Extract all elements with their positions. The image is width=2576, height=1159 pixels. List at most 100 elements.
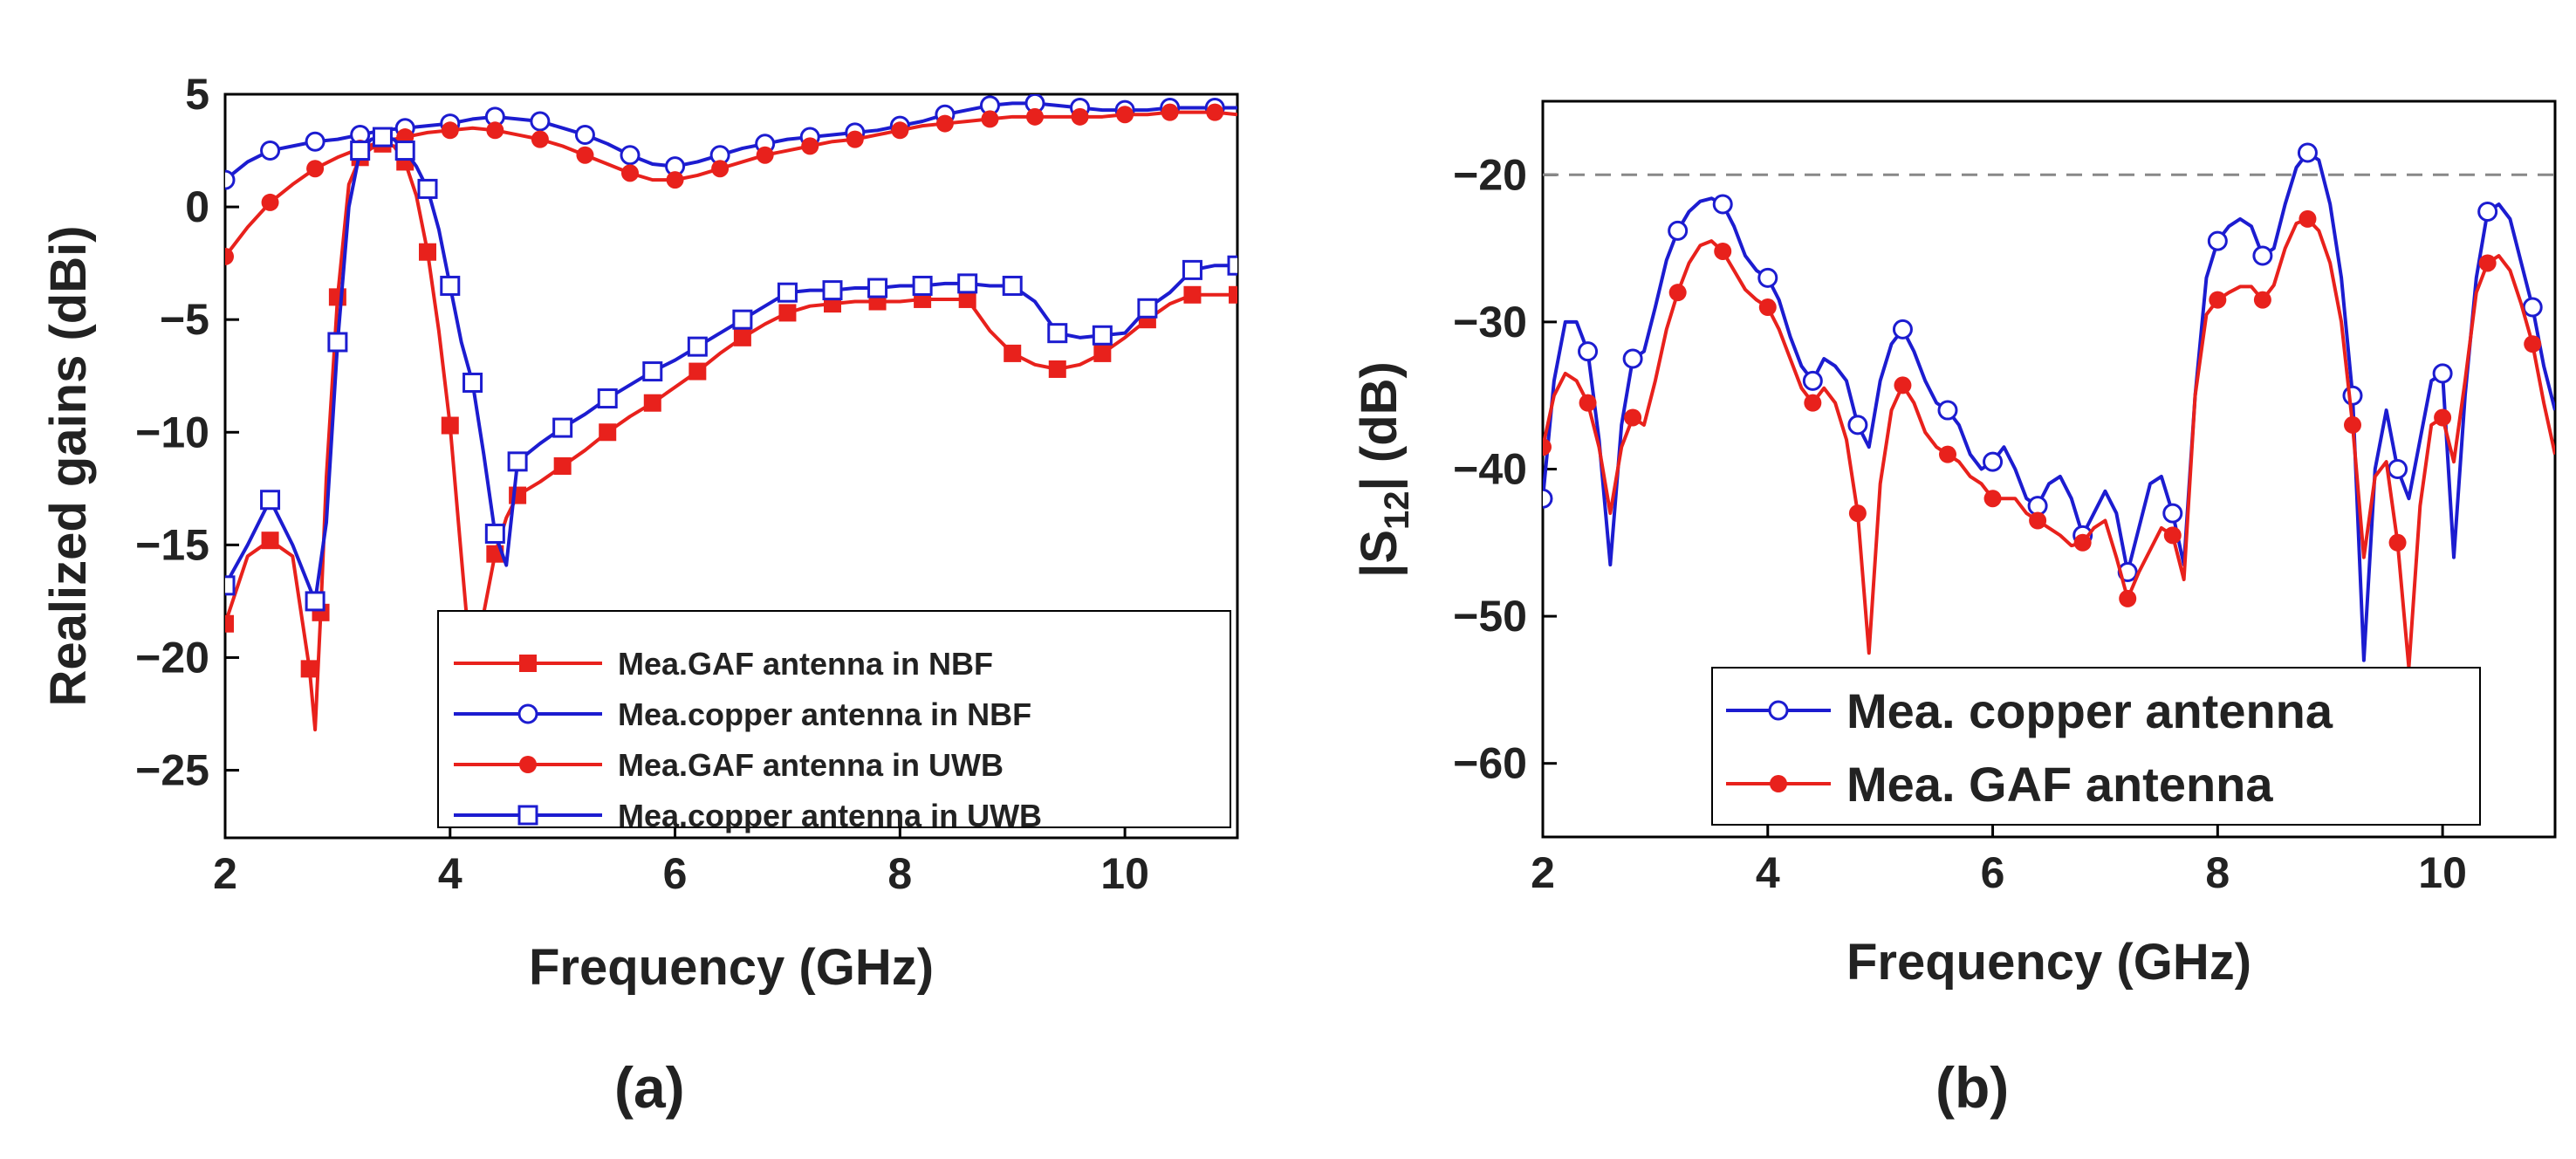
y-tick-label: −20	[135, 633, 209, 682]
data-point	[2119, 589, 2137, 607]
data-point	[1983, 490, 2002, 508]
chart-a: 2 4 6 8 10 50−5−10−15−20−25 Frequency (GHz) …	[40, 70, 1239, 996]
data-point	[2253, 291, 2271, 309]
data-point	[440, 275, 461, 296]
data-point	[1983, 451, 2004, 472]
x-tick-label: 8	[2205, 848, 2230, 897]
legend-marker	[519, 756, 537, 773]
data-point	[225, 614, 234, 633]
series-line	[1543, 216, 2555, 670]
y-ticks-a: 5 0 −5 −10 −15 −20 −25	[135, 70, 239, 795]
data-point	[981, 110, 999, 128]
data-point	[509, 486, 527, 504]
data-point	[2209, 291, 2227, 309]
data-point	[441, 416, 459, 435]
y-ticks-b: −20 −30 −40 −50 −60	[1453, 150, 1557, 788]
data-point	[1183, 285, 1202, 304]
data-point	[1002, 275, 1023, 296]
legend-marker	[519, 655, 537, 672]
x-tick-label: 4	[1756, 848, 1780, 897]
data-point	[1892, 319, 1913, 339]
data-point	[1668, 220, 1689, 241]
data-point	[1182, 259, 1202, 280]
data-point	[350, 141, 371, 161]
data-point	[2299, 209, 2317, 228]
data-point	[2029, 511, 2047, 530]
x-tick-label: 10	[2418, 848, 2467, 897]
data-point	[1161, 103, 1179, 121]
legend-label: Mea.copper antenna in UWB	[618, 798, 1042, 833]
series-line	[225, 101, 1237, 182]
data-point	[260, 490, 281, 511]
data-point	[1116, 106, 1134, 124]
y-axis-label-b: |S12| (dB)	[1351, 361, 1416, 578]
x-tick-label: 6	[663, 849, 688, 898]
legend-a: Mea.GAF antenna in NBF Mea.copper antenna…	[437, 610, 1231, 833]
data-point	[2252, 245, 2273, 266]
data-point	[2163, 526, 2182, 545]
x-tick-label: 2	[213, 849, 237, 898]
data-point	[441, 121, 459, 140]
data-point	[576, 146, 594, 164]
data-point	[1848, 504, 1867, 523]
data-point	[1229, 285, 1237, 304]
caption-a: (a)	[614, 1055, 685, 1120]
series-group-b	[1543, 142, 2555, 670]
data-point	[484, 523, 505, 544]
y-tick-label: −15	[135, 520, 209, 569]
data-point	[1026, 107, 1044, 126]
data-point	[1071, 107, 1089, 126]
y-axis-label-b-tail: | (dB)	[1351, 361, 1408, 490]
data-point	[1206, 103, 1224, 121]
data-point	[1668, 284, 1687, 302]
x-axis-label-b: Frequency (GHz)	[1846, 934, 2251, 991]
data-point	[1093, 344, 1112, 362]
y-tick-label: −60	[1453, 739, 1527, 788]
data-point	[225, 169, 236, 190]
y-tick-label: −10	[135, 408, 209, 456]
data-point	[687, 336, 708, 357]
x-axis-label-a: Frequency (GHz)	[529, 939, 934, 996]
y-tick-label: −25	[135, 746, 209, 795]
data-point	[732, 309, 753, 330]
legend-marker	[517, 805, 538, 826]
data-point	[1847, 415, 1868, 435]
data-point	[2073, 533, 2092, 552]
data-point	[417, 178, 438, 199]
x-ticks-b: 2 4 6 8 10	[1531, 823, 2467, 897]
legend-label: Mea.GAF antenna in UWB	[618, 747, 1004, 783]
data-point	[327, 332, 348, 353]
data-point	[261, 193, 279, 211]
data-point	[507, 451, 528, 472]
data-point	[777, 282, 798, 303]
y-tick-label: −40	[1453, 445, 1527, 494]
data-point	[666, 171, 684, 189]
legend-label: Mea.copper antenna in NBF	[618, 696, 1031, 732]
y-tick-label: 5	[185, 70, 209, 119]
data-point	[1048, 360, 1066, 378]
data-point	[1137, 298, 1158, 319]
y-tick-label: −20	[1453, 150, 1527, 199]
x-tick-label: 2	[1531, 848, 1555, 897]
x-tick-label: 10	[1100, 849, 1149, 898]
y-tick-label: −50	[1453, 592, 1527, 641]
data-point	[1004, 344, 1022, 362]
data-point	[2297, 142, 2318, 163]
data-point	[822, 280, 843, 301]
caption-b: (b)	[1935, 1055, 2010, 1120]
x-ticks-a: 2 4 6 8 10	[213, 824, 1149, 898]
data-point	[1543, 488, 1553, 509]
data-point	[1939, 445, 1956, 463]
series-2	[1543, 209, 2555, 670]
legend-b: Mea. copper antenna Mea. GAF antenna	[1711, 667, 2481, 826]
legend-label: Mea. copper antenna	[1846, 683, 2333, 738]
data-point	[621, 164, 639, 182]
data-point	[891, 121, 909, 140]
data-point	[1757, 267, 1778, 288]
data-point	[2207, 230, 2228, 251]
y-axis-label-b-sub: 12	[1378, 490, 1416, 530]
data-point	[2434, 408, 2452, 427]
legend-marker	[1768, 700, 1789, 721]
data-point	[419, 243, 436, 261]
series-line	[225, 135, 1237, 603]
